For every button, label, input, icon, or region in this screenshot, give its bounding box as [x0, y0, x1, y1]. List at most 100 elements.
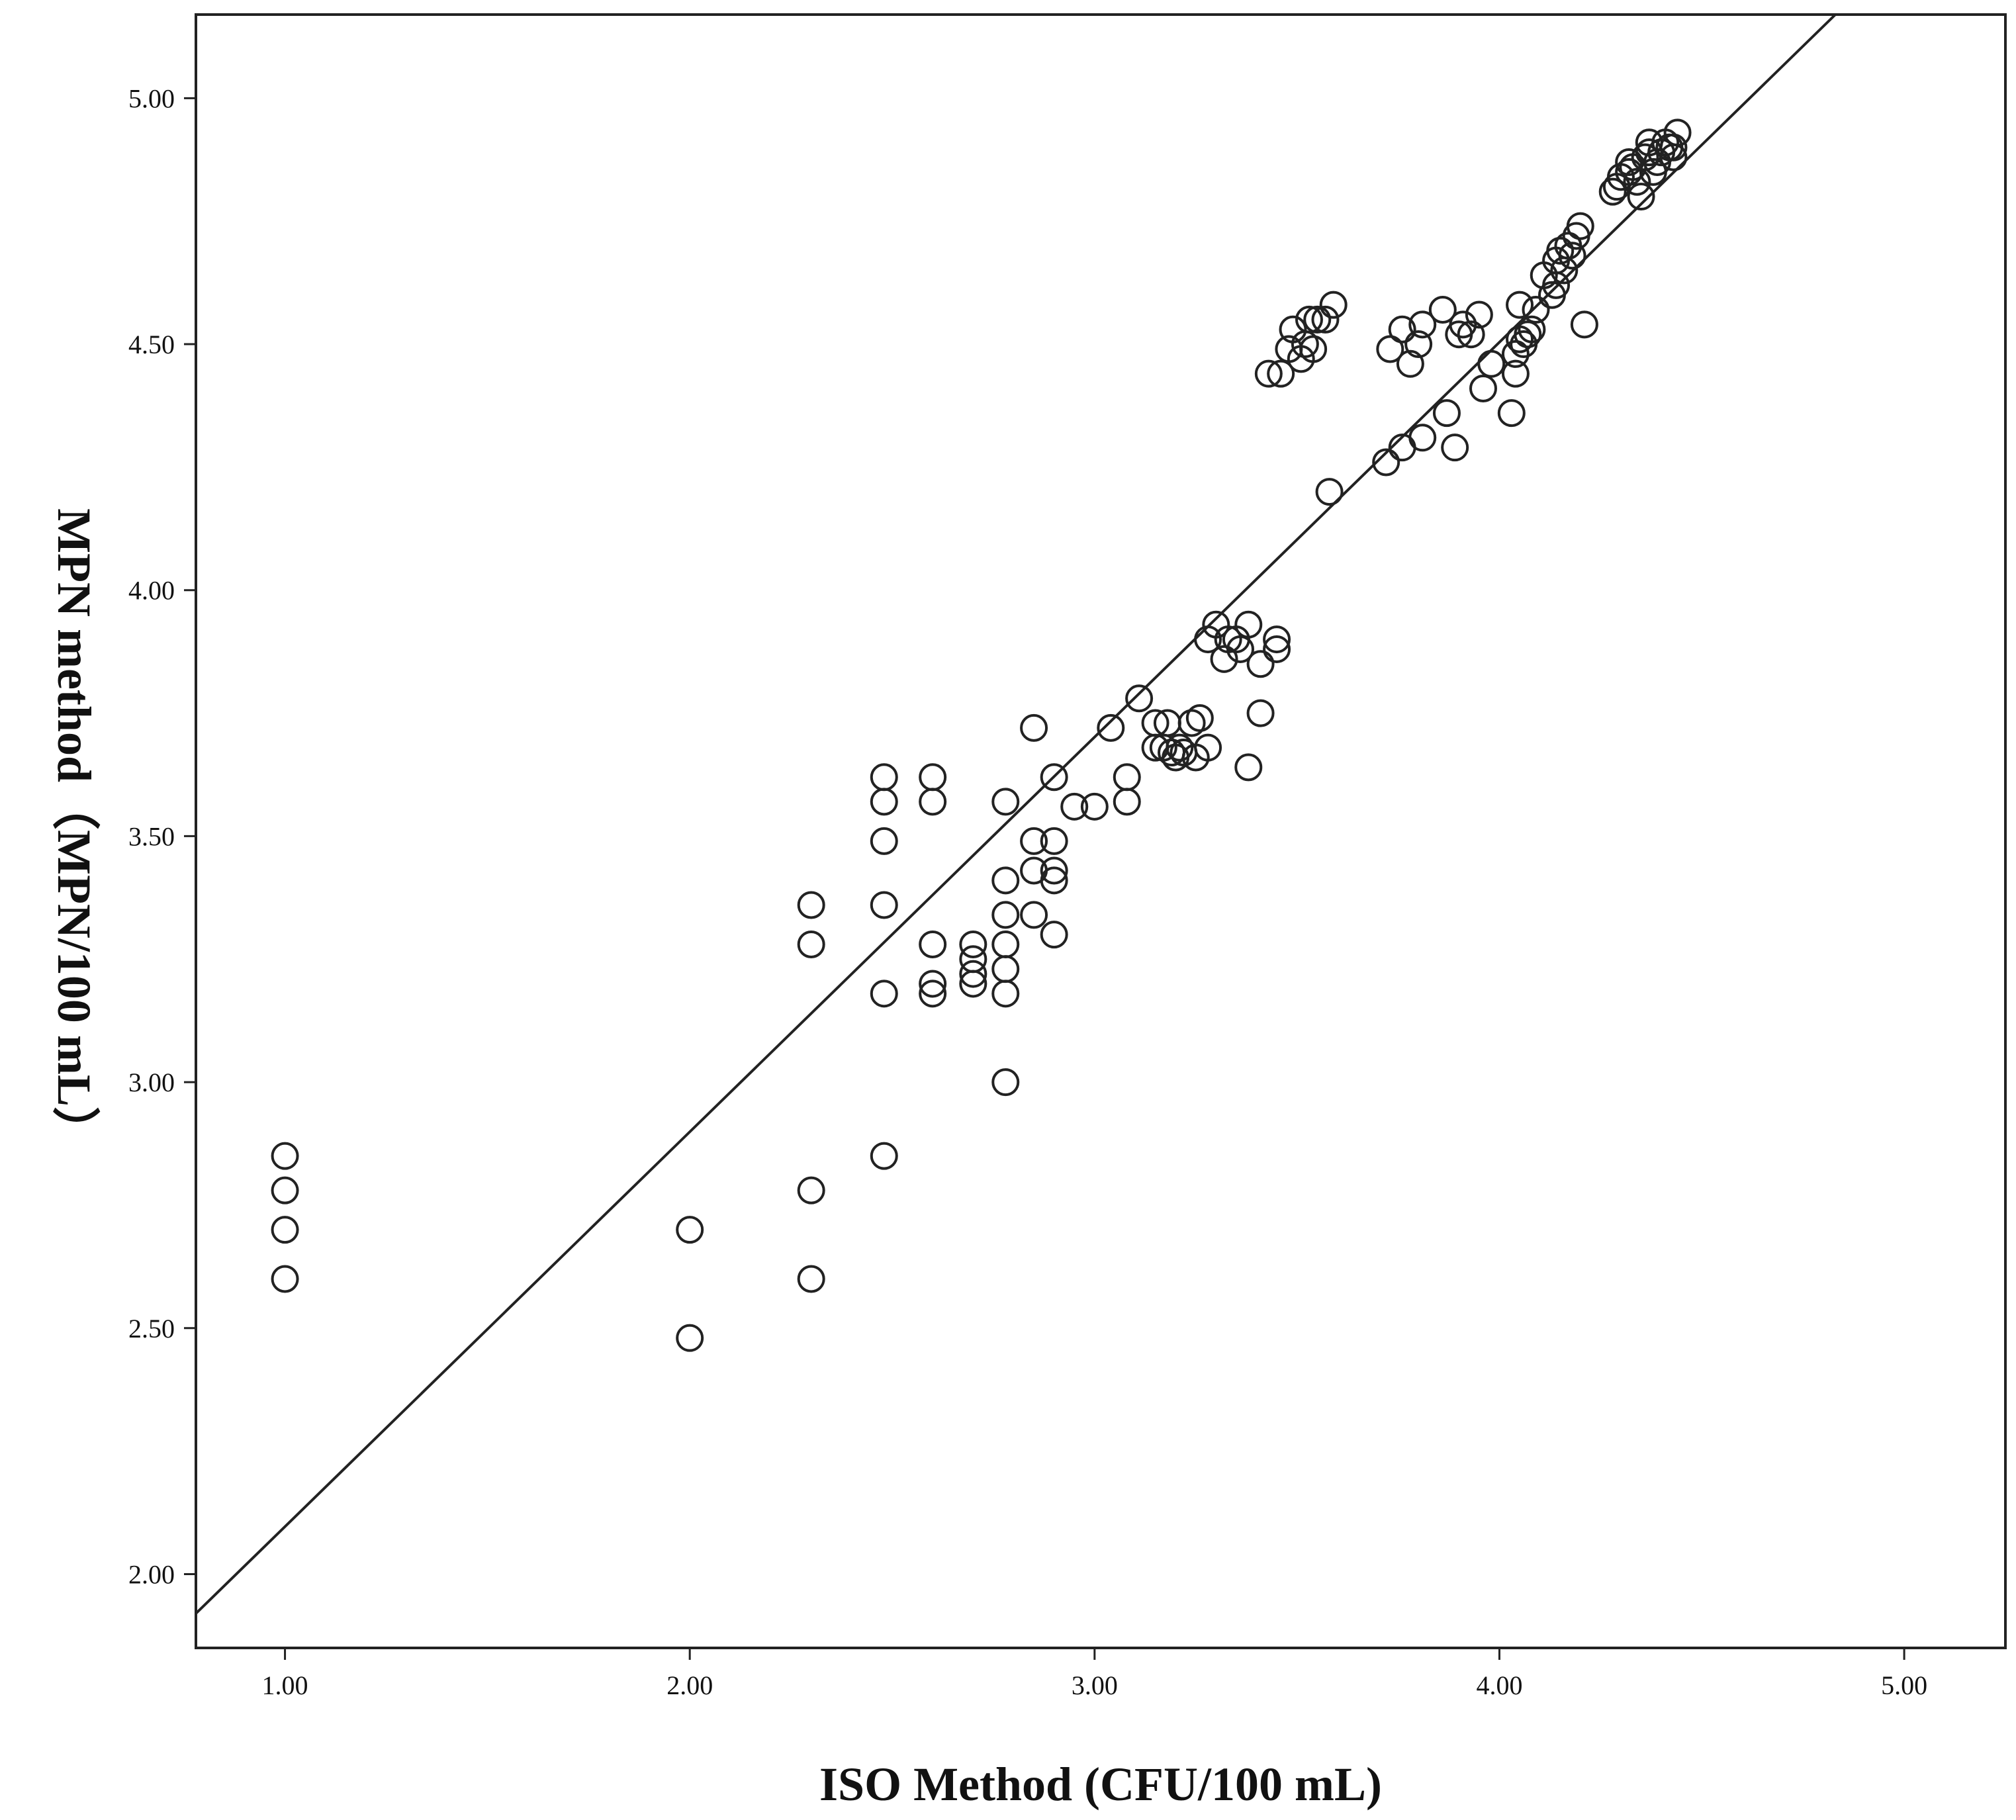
data-point [797, 1176, 825, 1205]
data-point [991, 955, 1020, 983]
data-point [1194, 733, 1222, 762]
data-point [1246, 650, 1275, 678]
data-point [797, 891, 825, 919]
data-point [1441, 433, 1469, 462]
data-point [1514, 320, 1542, 349]
data-point [1125, 684, 1154, 713]
data-points [271, 118, 1692, 1352]
data-point [1623, 167, 1651, 196]
data-point [1408, 424, 1437, 452]
data-point [1376, 335, 1404, 363]
data-point [1113, 788, 1141, 816]
data-point [271, 1176, 299, 1205]
data-point [991, 788, 1020, 816]
data-point [1457, 320, 1485, 349]
y-tick-label: 3.00 [128, 1068, 175, 1097]
data-point [991, 1068, 1020, 1097]
data-point [991, 930, 1020, 958]
data-point [1060, 792, 1089, 821]
data-point [676, 1324, 704, 1352]
data-point [1185, 704, 1214, 733]
data-point [870, 763, 898, 792]
y-tick-label: 4.50 [128, 330, 175, 359]
data-point [1177, 709, 1206, 737]
data-point [1501, 340, 1530, 368]
data-point [1372, 448, 1400, 477]
data-point [1295, 305, 1323, 334]
data-point [919, 979, 947, 1008]
data-point [1570, 310, 1598, 339]
data-point [1465, 300, 1493, 329]
data-point [1210, 645, 1238, 673]
x-tick-label: 4.00 [1476, 1670, 1522, 1700]
axis-tick-labels: 1.00 2.00 3.00 4.00 5.00 2.00 2.50 3.00 3.50 4.00… [128, 83, 1927, 1700]
y-tick-label: 2.50 [128, 1314, 175, 1343]
data-point [676, 1216, 704, 1244]
data-point [1303, 305, 1332, 334]
data-point [1506, 291, 1534, 319]
y-tick-label: 5.00 [128, 83, 175, 113]
x-axis-title: ISO Method (CFU/100 mL) [819, 1758, 1382, 1811]
data-point [919, 970, 947, 998]
data-point [870, 827, 898, 855]
data-point [991, 901, 1020, 929]
data-point [1408, 310, 1437, 339]
y-tick-label: 4.00 [128, 576, 175, 606]
data-point [1396, 349, 1424, 378]
data-point [1246, 699, 1275, 727]
data-point [1497, 399, 1526, 428]
data-point [959, 945, 987, 974]
data-point [271, 1265, 299, 1293]
data-point [1388, 315, 1416, 343]
data-point [959, 970, 987, 998]
data-point [1097, 713, 1125, 742]
data-point [1299, 335, 1328, 363]
data-point [1663, 118, 1692, 147]
data-point [991, 979, 1020, 1008]
data-point [1432, 399, 1461, 428]
data-point [1020, 901, 1048, 929]
data-point [1226, 635, 1255, 663]
y-tick-label: 3.50 [128, 821, 175, 851]
x-tick-label: 5.00 [1881, 1670, 1927, 1700]
x-tick-label: 2.00 [666, 1670, 713, 1700]
data-point [870, 979, 898, 1008]
data-point [1627, 183, 1655, 211]
fit-line [195, 13, 1837, 1615]
data-point [919, 930, 947, 958]
data-point [1501, 359, 1530, 388]
data-point [1040, 856, 1068, 885]
data-point [1113, 763, 1141, 792]
data-point [1234, 610, 1263, 639]
data-point [1080, 792, 1109, 821]
data-point [1546, 236, 1575, 265]
x-tick-label: 3.00 [1072, 1670, 1118, 1700]
data-point [271, 1216, 299, 1244]
data-point [1631, 143, 1659, 171]
data-point [1267, 359, 1295, 388]
data-point [1166, 733, 1194, 762]
data-point [1404, 330, 1433, 359]
data-point [870, 788, 898, 816]
data-point [1449, 310, 1477, 339]
data-point [1020, 827, 1048, 855]
data-point [1428, 296, 1457, 324]
data-point [919, 763, 947, 792]
data-point [1477, 349, 1506, 378]
data-point [1040, 827, 1068, 855]
data-point [1558, 242, 1586, 270]
data-point [797, 930, 825, 958]
data-point [959, 960, 987, 988]
x-tick-label: 1.00 [262, 1670, 308, 1700]
data-point [1518, 315, 1546, 343]
axis-ticks [184, 97, 1905, 1660]
y-tick-label: 2.00 [128, 1559, 175, 1589]
data-point [1194, 625, 1222, 654]
data-point [1234, 753, 1263, 782]
data-point [959, 930, 987, 958]
data-point [797, 1265, 825, 1293]
data-point [1315, 478, 1344, 506]
data-point [1040, 763, 1068, 792]
data-point [1522, 296, 1550, 324]
